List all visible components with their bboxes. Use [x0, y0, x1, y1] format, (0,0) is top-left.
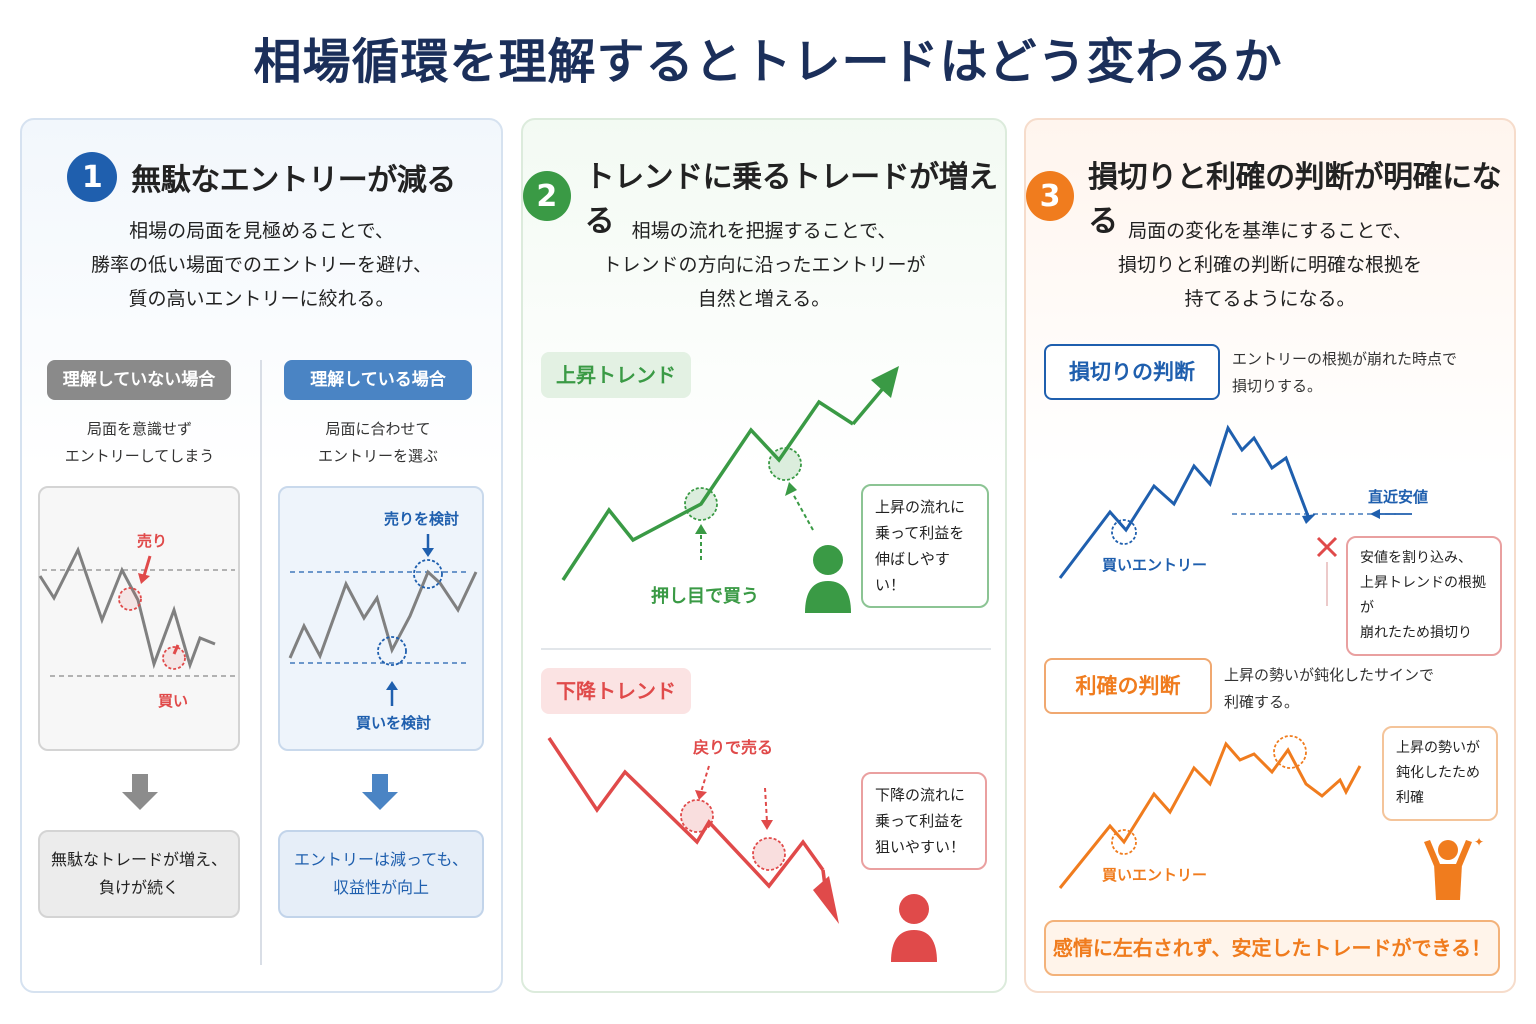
caption-line: エントリーを選ぶ	[317, 447, 438, 465]
buy-entry-label: 買いエントリー	[1102, 556, 1208, 574]
note-line: 損切りする。	[1232, 377, 1323, 395]
divider	[541, 648, 991, 650]
desc-line: 局面の変化を基準にすることで、	[1128, 220, 1412, 242]
desc-line: トレンドの方向に沿ったエントリーが	[602, 254, 926, 276]
column-divider	[260, 360, 262, 965]
result-line: エントリーは減っても、	[294, 850, 468, 869]
caption-line: エントリーしてしまう	[64, 447, 215, 465]
chart-box-bad: 売り 買い	[38, 486, 240, 751]
panel-trend-following: 2 トレンドに乗るトレードが増える 相場の流れを把握することで、 トレンドの方向…	[521, 118, 1007, 993]
profit-bubble: 上昇の勢いが 鈍化したため 利確	[1382, 726, 1498, 821]
number-badge: 2	[523, 171, 571, 221]
rally-sell-label: 戻りで売る	[693, 738, 774, 757]
result-good: エントリーは減っても、 収益性が向上	[278, 830, 484, 918]
tag-stop-loss: 損切りの判断	[1044, 344, 1220, 400]
note-line: 上昇の勢いが鈍化したサインで	[1224, 666, 1435, 684]
result-bad: 無駄なトレードが増え、 負けが続く	[38, 830, 240, 918]
note-line: エントリーの根拠が崩れた時点で	[1232, 350, 1458, 368]
bubble-line: 崩れたため損切り	[1360, 625, 1472, 641]
tag-downtrend: 下降トレンド	[541, 668, 691, 714]
note-line: 利確する。	[1224, 693, 1300, 711]
panel-fewer-entries: 1 無駄なエントリーが減る 相場の局面を見極めることで、 勝率の低い場面でのエン…	[20, 118, 503, 993]
panel-header: 3 損切りと利確の判断が明確になる	[1026, 152, 1514, 240]
panel-header: 2 トレンドに乗るトレードが増える	[523, 152, 1005, 240]
buy-label: 買い	[158, 692, 189, 710]
bubble-line: 安値を割り込み、	[1360, 550, 1472, 566]
desc-line: 相場の流れを把握することで、	[631, 220, 897, 242]
caption-line: 局面に合わせて	[325, 420, 431, 438]
arrow-down-icon	[362, 774, 398, 810]
pullback-buy-label: 押し目で買う	[651, 586, 759, 607]
speech-bubble-up: 上昇の流れに 乗って利益を 伸ばしやすい！	[861, 484, 989, 608]
profit-note: 上昇の勢いが鈍化したサインで 利確する。	[1224, 662, 1484, 716]
page-title: 相場循環を理解するとトレードはどう変わるか	[253, 34, 1283, 90]
downtrend-chart	[547, 737, 839, 924]
desc-line: 自然と増える。	[697, 288, 831, 310]
right-caption: 局面に合わせて エントリーを選ぶ	[278, 416, 478, 470]
panel-header: 1 無駄なエントリーが減る	[22, 152, 501, 202]
footer-banner: 感情に左右されず、安定したトレードができる！	[1044, 920, 1500, 976]
bubble-line: 伸ばしやすい！	[875, 550, 950, 594]
tag-understanding: 理解している場合	[284, 360, 472, 400]
desc-line: 損切りと利確の判断に明確な根拠を	[1117, 254, 1422, 276]
chart-box-good: 売りを検討 買いを検討	[278, 486, 484, 751]
panel-clear-decisions: 3 損切りと利確の判断が明確になる 局面の変化を基準にすることで、 損切りと利確…	[1024, 118, 1516, 993]
panel-heading: 損切りと利確の判断が明確になる	[1088, 160, 1502, 239]
stop-note: エントリーの根拠が崩れた時点で 損切りする。	[1232, 346, 1512, 400]
panel-heading: トレンドに乗るトレードが増える	[584, 160, 999, 239]
take-profit-chart	[1058, 735, 1362, 889]
bubble-line: 乗って利益を	[875, 524, 965, 542]
sell-label: 売り	[137, 532, 168, 550]
tag-take-profit: 利確の判断	[1044, 658, 1212, 714]
bubble-line: 上昇の勢いが	[1396, 740, 1480, 756]
desc-line: 勝率の低い場面でのエントリーを避け、	[90, 254, 433, 276]
panel-description: 相場の流れを把握することで、 トレンドの方向に沿ったエントリーが 自然と増える。	[523, 214, 1005, 316]
svg-text:✦: ✦	[1474, 835, 1484, 849]
number-badge: 3	[1026, 171, 1075, 221]
zigzag-chart-good	[288, 534, 478, 706]
person-icon	[891, 894, 937, 962]
desc-line: 相場の局面を見極めることで、	[129, 220, 394, 242]
arrow-down-icon	[122, 774, 158, 810]
speech-bubble-down: 下降の流れに 乗って利益を 狙いやすい！	[861, 772, 987, 870]
desc-line: 質の高いエントリーに絞れる。	[128, 288, 395, 310]
tag-not-understanding: 理解していない場合	[47, 360, 231, 400]
result-line: 無駄なトレードが増え、	[50, 850, 227, 869]
bubble-line: 狙いやすい！	[875, 838, 966, 856]
uptrend-chart	[561, 366, 899, 581]
bubble-line: 利確	[1396, 790, 1424, 806]
bubble-line: 下降の流れに	[875, 786, 966, 804]
zigzag-chart-bad	[38, 546, 235, 677]
person-icon	[805, 545, 851, 613]
sell-consider-label: 売りを検討	[384, 510, 460, 528]
caption-line: 局面を意識せず	[86, 420, 192, 438]
bubble-line: 乗って利益を	[875, 812, 965, 830]
result-line: 負けが続く	[98, 878, 179, 897]
bubble-line: 上昇の流れに	[875, 498, 966, 516]
stop-bubble: 安値を割り込み、 上昇トレンドの根拠が 崩れたため損切り	[1346, 536, 1502, 656]
result-line: 収益性が向上	[332, 878, 429, 897]
buy-entry-label-2: 買いエントリー	[1102, 866, 1208, 884]
tag-uptrend: 上昇トレンド	[541, 352, 691, 398]
buy-consider-label: 買いを検討	[356, 714, 432, 732]
panel-heading: 無駄なエントリーが減る	[131, 163, 456, 198]
left-caption: 局面を意識せず エントリーしてしまう	[37, 416, 242, 470]
stop-loss-chart	[1058, 424, 1412, 606]
desc-line: 持てるようになる。	[1184, 288, 1356, 310]
number-badge: 1	[67, 152, 118, 202]
recent-low-label: 直近安値	[1368, 488, 1429, 506]
bubble-line: 上昇トレンドの根拠が	[1360, 575, 1486, 616]
panel-description: 局面の変化を基準にすることで、 損切りと利確の判断に明確な根拠を 持てるようにな…	[1026, 214, 1514, 316]
panel-description: 相場の局面を見極めることで、 勝率の低い場面でのエントリーを避け、 質の高いエン…	[22, 214, 501, 316]
bubble-line: 鈍化したため	[1396, 765, 1480, 781]
celebrating-person-icon: ✦	[1424, 835, 1484, 900]
